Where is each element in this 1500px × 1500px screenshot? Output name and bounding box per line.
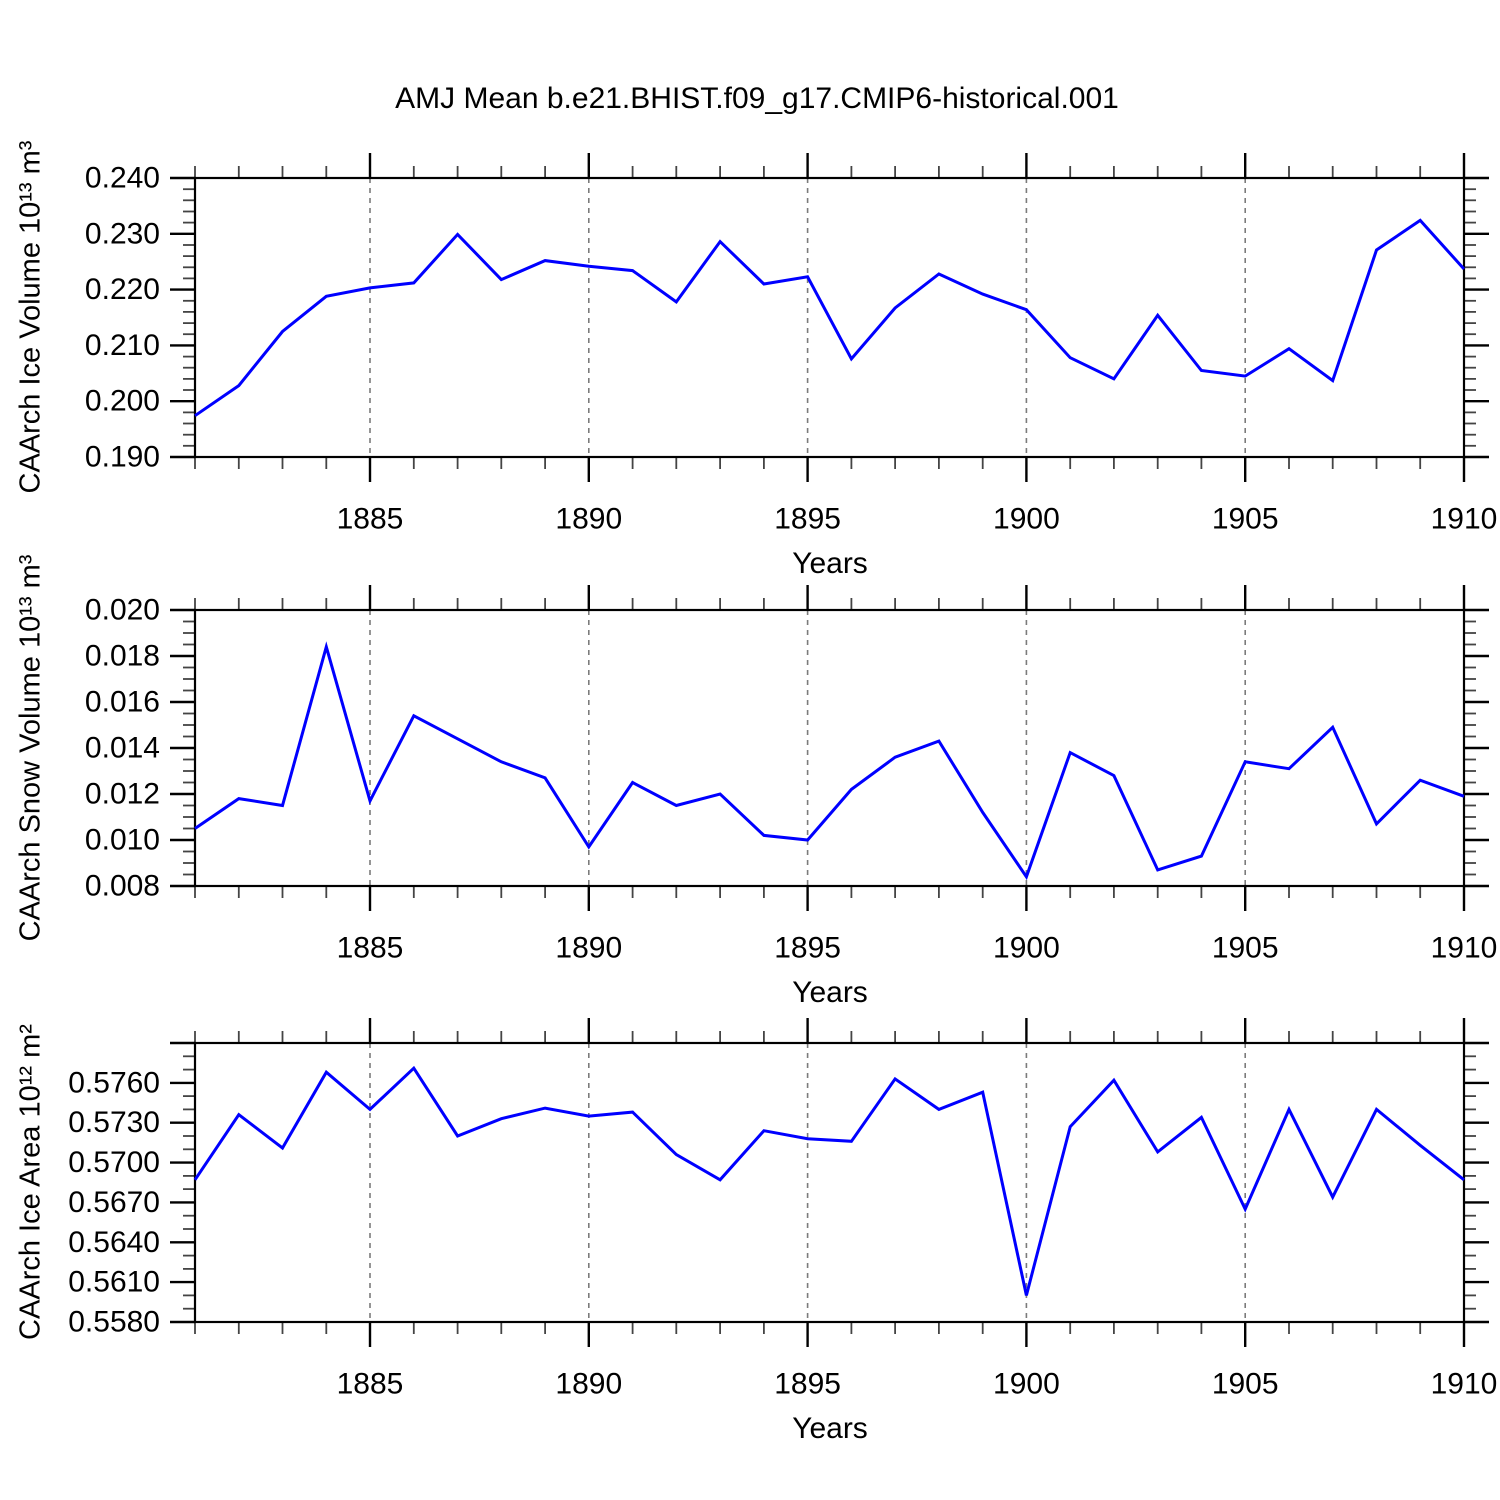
y-tick-label: 0.5730 — [68, 1106, 160, 1139]
y-tick-label: 0.5610 — [68, 1266, 160, 1299]
x-tick-label: 1910 — [1431, 932, 1498, 965]
panel-2: 0.008 0.010 0.012 0.014 0.016 0.018 0.020 1885 1… — [85, 585, 1497, 965]
x-tick-label: 1905 — [1212, 503, 1279, 536]
x-tick-label: 1900 — [993, 932, 1060, 965]
y-tick-label: 0.210 — [85, 329, 160, 362]
y-tick-label: 0.5580 — [68, 1306, 160, 1339]
x-tick-label: 1885 — [337, 932, 404, 965]
y-tick-label: 0.230 — [85, 217, 160, 250]
x-tick-label: 1900 — [993, 1368, 1060, 1401]
y-tick-label: 0.5760 — [68, 1066, 160, 1099]
y-tick-label: 0.008 — [85, 870, 160, 903]
y-tick-label: 0.020 — [85, 594, 160, 627]
panel-3: 0.5580 0.5610 0.5640 0.5670 0.5700 0.5730 0.57… — [68, 1018, 1497, 1401]
x-tick-label: 1895 — [774, 1368, 841, 1401]
plot-frame — [193, 1041, 1466, 1324]
data-line-series — [194, 641, 1465, 881]
plot-title: AMJ Mean b.e21.BHIST.f09_g17.CMIP6-histo… — [395, 82, 1119, 115]
x-tick-label: 1900 — [993, 503, 1060, 536]
y-tick-label: 0.016 — [85, 686, 160, 719]
x-tick-label: 1905 — [1212, 932, 1279, 965]
y-tick-label: 0.014 — [85, 732, 160, 765]
x-tick-label: 1890 — [555, 1368, 622, 1401]
y-tick-label: 0.018 — [85, 640, 160, 673]
x-tick-label: 1890 — [555, 932, 622, 965]
y-tick-label: 0.190 — [85, 441, 160, 474]
y-tick-label: 0.200 — [85, 385, 160, 418]
plot-frame — [193, 176, 1466, 459]
y-tick-label: 0.5700 — [68, 1146, 160, 1179]
data-line-series — [193, 1065, 1465, 1296]
x-tick-label: 1910 — [1431, 1368, 1498, 1401]
y-tick-label: 0.220 — [85, 273, 160, 306]
y-tick-label: 0.5640 — [68, 1226, 160, 1259]
data-line-series — [194, 218, 1466, 417]
y-tick-label: 0.012 — [85, 778, 160, 811]
x-tick-label: 1895 — [774, 503, 841, 536]
x-axis-title-years-3: Years — [792, 1412, 868, 1445]
x-tick-label: 1890 — [555, 503, 622, 536]
plot-frame — [193, 608, 1466, 888]
x-tick-label: 1910 — [1431, 503, 1498, 536]
x-tick-label: 1885 — [337, 1368, 404, 1401]
y-tick-label: 0.010 — [85, 824, 160, 857]
x-axis-title-years-2: Years — [792, 976, 868, 1009]
x-tick-label: 1905 — [1212, 1368, 1279, 1401]
y-tick-label: 0.5670 — [68, 1186, 160, 1219]
x-tick-label: 1895 — [774, 932, 841, 965]
y-tick-label: 0.240 — [85, 162, 160, 195]
panel-1: 0.190 0.200 0.210 0.220 0.230 0.240 1885 1890 18… — [85, 153, 1497, 536]
x-tick-label: 1885 — [337, 503, 404, 536]
x-axis-title-years-1: Years — [792, 547, 868, 580]
